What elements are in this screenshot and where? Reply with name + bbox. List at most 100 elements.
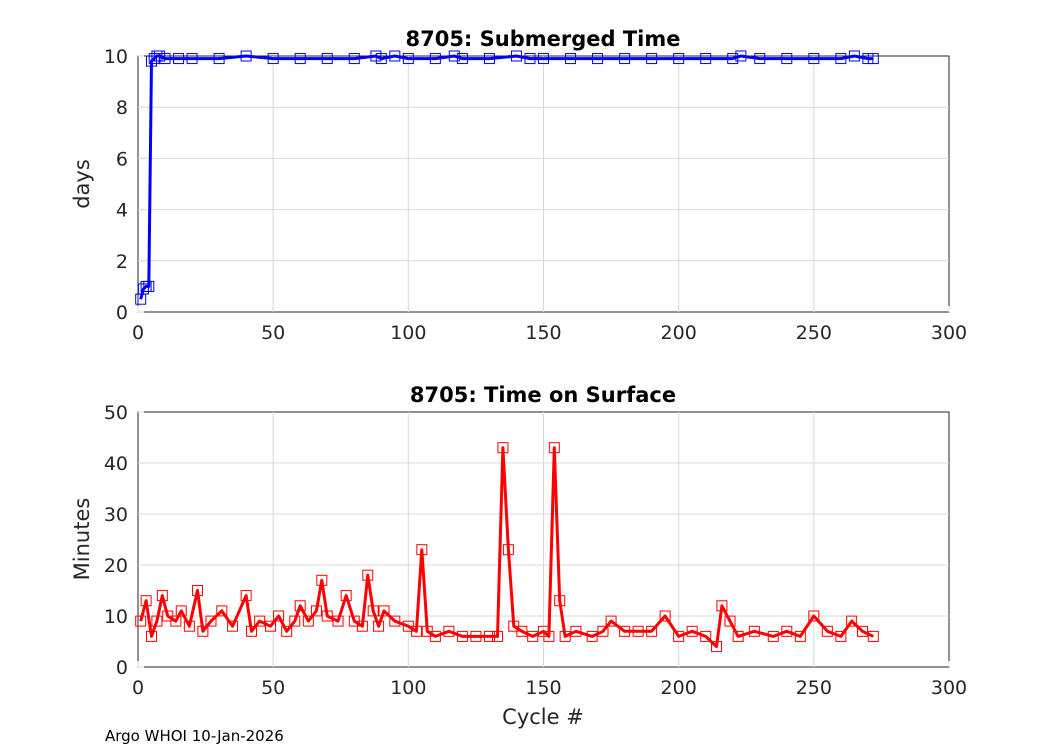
data-point-marker <box>727 53 739 65</box>
x-tick-label: 150 <box>525 322 561 344</box>
y-tick-label: 40 <box>104 453 128 475</box>
data-point-marker <box>175 605 187 617</box>
data-point-marker <box>748 625 760 637</box>
data-point-marker <box>213 53 225 65</box>
data-point-marker <box>294 600 306 612</box>
data-point-marker <box>254 615 266 627</box>
data-point-marker <box>543 630 555 642</box>
data-point-marker <box>711 641 723 653</box>
data-point-marker <box>146 630 158 642</box>
y-axis-label: days <box>70 159 94 209</box>
data-point-marker <box>156 590 168 602</box>
data-point-marker <box>240 50 252 62</box>
data-point-marker <box>735 50 747 62</box>
x-tick-label: 0 <box>132 322 144 344</box>
data-point-marker <box>700 630 712 642</box>
data-point-marker <box>321 610 333 622</box>
data-point-marker <box>724 615 736 627</box>
data-point-marker <box>378 605 390 617</box>
y-tick-labels: 0 10 20 30 40 50 <box>104 402 128 679</box>
data-point-marker <box>538 53 549 65</box>
data-point-marker <box>767 630 779 642</box>
data-point-marker <box>443 625 455 637</box>
data-point-marker <box>848 50 860 62</box>
data-point-marker <box>197 625 209 637</box>
data-point-marker <box>673 630 685 642</box>
y-tick-label: 20 <box>104 555 128 577</box>
chart-title: 8705: Time on Surface <box>410 383 676 407</box>
data-point-marker <box>246 625 258 637</box>
footer-note: Argo WHOI 10-Jan-2026 <box>105 727 284 745</box>
data-point-marker <box>340 590 352 602</box>
y-tick-labels: 0 2 4 6 8 10 <box>104 46 128 324</box>
data-point-marker <box>410 625 422 637</box>
x-tick-labels: 0 50 100 150 200 250 300 <box>132 677 967 699</box>
x-tick-label: 0 <box>132 677 144 699</box>
data-point-marker <box>140 595 152 607</box>
data-point-marker <box>448 50 460 62</box>
x-tick-label: 300 <box>931 322 967 344</box>
x-tick-label: 100 <box>390 322 426 344</box>
data-point-marker <box>516 625 528 637</box>
data-point-marker <box>659 610 671 622</box>
data-point-marker <box>835 630 847 642</box>
data-point-marker <box>205 615 217 627</box>
data-point-marker <box>470 630 482 642</box>
data-point-marker <box>191 585 203 596</box>
data-point-marker <box>646 53 658 65</box>
data-point-marker <box>389 50 401 62</box>
y-tick-label: 30 <box>104 504 128 526</box>
x-tick-label: 100 <box>390 677 426 699</box>
data-point-marker <box>632 625 644 637</box>
x-axis-label: Cycle # <box>502 705 584 729</box>
y-axis-label: Minutes <box>70 498 94 581</box>
data-point-marker <box>264 620 276 632</box>
data-point-marker <box>429 630 441 642</box>
data-point-marker <box>619 625 631 637</box>
series-group <box>135 442 879 653</box>
data-point-marker <box>586 630 598 642</box>
chart-title: 8705: Submerged Time <box>405 27 680 51</box>
data-point-marker <box>173 53 185 65</box>
data-point-marker <box>497 442 509 454</box>
data-point-marker <box>846 615 858 627</box>
data-point-marker <box>151 615 163 627</box>
data-point-marker <box>456 630 468 642</box>
data-point-marker <box>673 53 685 65</box>
data-point-marker <box>808 610 820 622</box>
y-tick-label: 0 <box>116 302 128 324</box>
x-tick-label: 300 <box>931 677 967 699</box>
data-point-marker <box>389 615 401 627</box>
data-point-marker <box>548 442 560 454</box>
data-point-marker <box>524 53 536 65</box>
data-point-marker <box>565 53 577 65</box>
series-group <box>135 50 879 305</box>
data-point-marker <box>216 605 228 617</box>
data-point-marker <box>808 53 820 65</box>
data-point-marker <box>592 53 604 65</box>
x-tick-label: 200 <box>661 677 697 699</box>
data-point-marker <box>502 544 514 556</box>
data-point-marker <box>373 620 385 632</box>
x-tick-label: 250 <box>796 677 832 699</box>
data-point-marker <box>754 53 766 65</box>
data-point-marker <box>597 625 609 637</box>
data-point-marker <box>367 605 379 617</box>
data-point-marker <box>227 620 239 632</box>
data-point-marker <box>362 569 374 581</box>
data-point-marker <box>281 625 293 637</box>
x-tick-label: 150 <box>525 677 561 699</box>
data-point-marker <box>375 53 387 65</box>
data-point-marker <box>143 280 155 292</box>
x-tick-labels: 0 50 100 150 200 250 300 <box>132 322 967 344</box>
data-point-marker <box>159 53 171 65</box>
time-on-surface-chart: 0 50 100 150 200 250 300 0 10 20 30 40 50 8705: Tim… <box>70 383 967 729</box>
data-point-marker <box>605 615 617 627</box>
data-point-marker <box>781 53 793 65</box>
y-tick-label: 10 <box>104 606 128 628</box>
data-point-marker <box>716 600 728 612</box>
data-point-marker <box>492 630 504 642</box>
data-point-marker <box>289 615 301 627</box>
data-point-marker <box>310 605 322 617</box>
